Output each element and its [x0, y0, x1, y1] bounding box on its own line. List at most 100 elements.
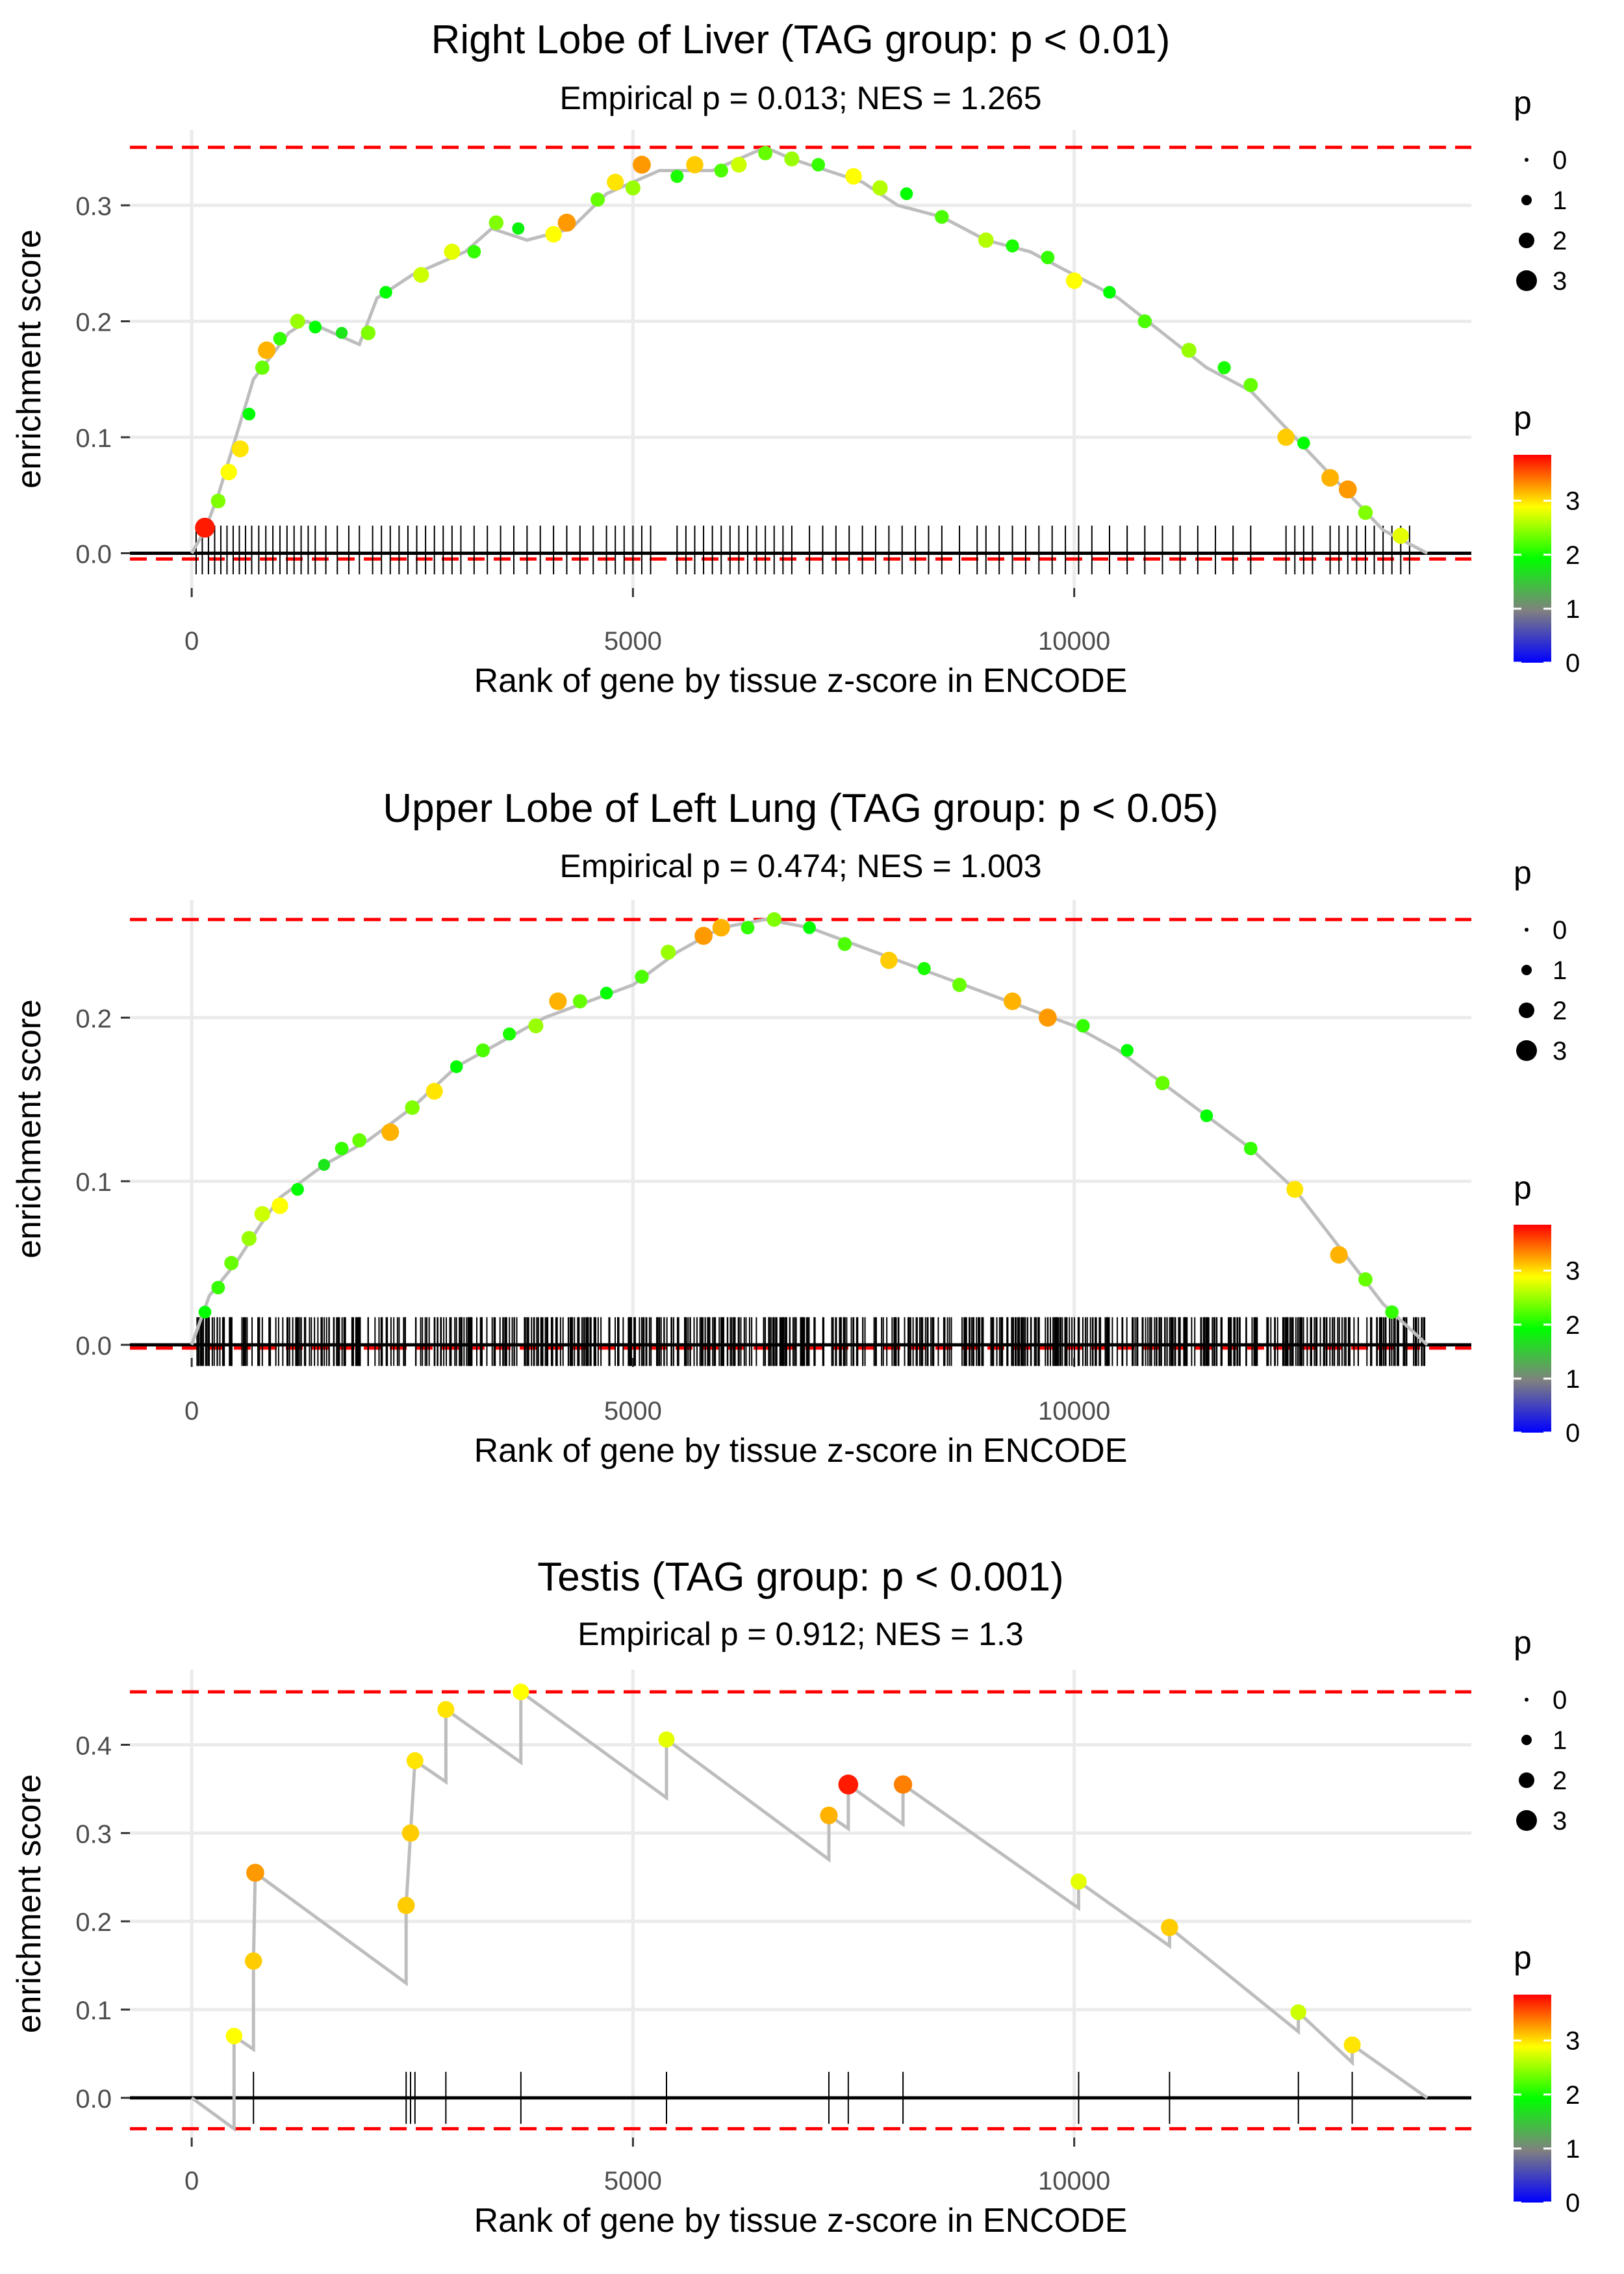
- enrichment-point: [635, 969, 649, 984]
- enrichment-point: [1338, 480, 1357, 499]
- enrichment-point: [1065, 272, 1083, 289]
- colour-legend: p 3 2 1 0: [1514, 1169, 1580, 1448]
- enrichment-point: [1003, 992, 1022, 1010]
- colour-legend-label: 2: [1566, 2081, 1580, 2110]
- enrichment-point: [1392, 528, 1409, 544]
- colour-legend-label: 3: [1566, 487, 1580, 516]
- size-legend-title: p: [1514, 84, 1532, 121]
- chart-title: Upper Lobe of Left Lung (TAG group: p < …: [383, 786, 1218, 831]
- enrichment-point: [1039, 1008, 1057, 1027]
- enrichment-point: [1277, 428, 1295, 446]
- enrichment-point: [231, 440, 249, 457]
- enrichment-point: [1358, 505, 1373, 520]
- enrichment-point: [528, 1018, 544, 1034]
- x-tick-label: 0: [184, 2167, 199, 2195]
- chart-subtitle: Empirical p = 0.912; NES = 1.3: [577, 1616, 1023, 1652]
- y-tick-label: 0.2: [75, 1004, 112, 1033]
- enrichment-point: [1243, 377, 1258, 392]
- enrichment-point: [476, 1043, 490, 1058]
- enrichment-point: [413, 266, 429, 283]
- y-tick-label: 0.3: [75, 1820, 112, 1848]
- x-tick-label: 0: [184, 1397, 199, 1425]
- enrichment-point: [272, 1197, 288, 1214]
- enrichment-point: [1330, 1246, 1348, 1264]
- gene-rank-ticks: [195, 525, 1410, 574]
- enrichment-point: [1321, 468, 1339, 487]
- enrichment-point: [198, 1305, 212, 1319]
- enrichment-point: [837, 937, 852, 951]
- y-tick-label: 0.2: [75, 308, 112, 337]
- x-tick-label: 10000: [1038, 627, 1110, 656]
- enrichment-point: [254, 1206, 270, 1222]
- size-legend-label: 2: [1553, 997, 1567, 1025]
- size-legend-label: 3: [1553, 1807, 1567, 1835]
- enrichment-point: [811, 158, 826, 172]
- y-axis-label: enrichment score: [10, 999, 48, 1258]
- size-legend-label: 3: [1553, 267, 1567, 296]
- enrichment-point: [273, 331, 287, 346]
- size-legend-dot: [1521, 965, 1532, 975]
- chart-panel-2: Upper Lobe of Left Lung (TAG group: p < …: [10, 786, 1580, 1470]
- size-legend-dot: [1525, 928, 1529, 932]
- y-tick-label: 0.0: [75, 2085, 112, 2114]
- size-legend-label: 3: [1553, 1037, 1567, 1066]
- size-legend-title: p: [1514, 854, 1532, 891]
- enrichment-point: [467, 245, 481, 259]
- colour-legend-label: 1: [1566, 1365, 1580, 1394]
- size-legend-dot: [1525, 158, 1529, 162]
- size-legend-label: 2: [1553, 227, 1567, 255]
- y-axis-label: enrichment score: [10, 1774, 48, 2034]
- enrichment-point: [590, 192, 605, 207]
- x-tick-label: 5000: [604, 1397, 662, 1425]
- size-legend: p0 1 2 3: [1514, 854, 1567, 1066]
- size-legend: p0 1 2 3: [1514, 84, 1567, 296]
- size-legend-dot: [1525, 1698, 1529, 1702]
- enrichment-point: [784, 151, 800, 167]
- enrichment-curve: [190, 1689, 1428, 2132]
- y-tick-label: 0.1: [75, 1168, 112, 1197]
- x-axis-label: Rank of gene by tissue z-score in ENCODE: [474, 1432, 1128, 1470]
- enrichment-point: [917, 962, 931, 975]
- colour-legend-bar: [1514, 1225, 1551, 1433]
- enrichment-point: [607, 173, 624, 191]
- enrichment-point: [1071, 1873, 1087, 1890]
- enrichment-point: [335, 327, 348, 339]
- enrichment-point: [425, 1082, 443, 1100]
- chart-title: Testis (TAG group: p < 0.001): [537, 1555, 1063, 1600]
- enrichment-point: [1358, 1272, 1373, 1287]
- chart-panel-3: Testis (TAG group: p < 0.001) Empirical p…: [10, 1555, 1580, 2240]
- colour-legend-label: 1: [1566, 2135, 1580, 2164]
- x-tick-label: 10000: [1038, 2167, 1110, 2195]
- enrichment-point: [633, 155, 651, 174]
- enrichment-point: [1155, 1076, 1170, 1090]
- enrichment-point: [803, 921, 816, 934]
- colour-legend-title: p: [1514, 1169, 1532, 1206]
- gene-rank-ticks: [196, 1317, 1426, 1366]
- x-axis-label: Rank of gene by tissue z-score in ENCODE: [474, 2202, 1128, 2240]
- enrichment-point: [1181, 342, 1197, 358]
- enrichment-point: [952, 977, 967, 992]
- colour-legend-label: 2: [1566, 1311, 1580, 1340]
- enrichment-point: [1200, 1109, 1213, 1123]
- enrichment-point: [658, 1731, 675, 1748]
- enrichment-points: [225, 1683, 1361, 2054]
- enrichment-point: [1290, 2004, 1306, 2021]
- size-legend-dot: [1519, 233, 1534, 248]
- enrichment-point: [900, 187, 913, 200]
- x-tick-label: 10000: [1038, 1397, 1110, 1425]
- colour-legend-bar: [1514, 455, 1551, 663]
- enrichment-point: [686, 156, 704, 173]
- colour-legend: p 3 2 1 0: [1514, 1939, 1580, 2217]
- enrichment-point: [210, 493, 226, 509]
- size-legend-label: 0: [1553, 146, 1567, 175]
- chart-subtitle: Empirical p = 0.013; NES = 1.265: [559, 80, 1041, 116]
- enrichment-point: [401, 1824, 420, 1842]
- enrichment-point: [195, 517, 215, 538]
- size-legend-label: 1: [1553, 956, 1567, 985]
- enrichment-point: [694, 926, 713, 945]
- enrichment-point: [379, 286, 392, 299]
- colour-legend-label: 0: [1566, 2189, 1580, 2217]
- size-legend-dot: [1521, 195, 1532, 205]
- y-axis-label: enrichment score: [10, 229, 48, 489]
